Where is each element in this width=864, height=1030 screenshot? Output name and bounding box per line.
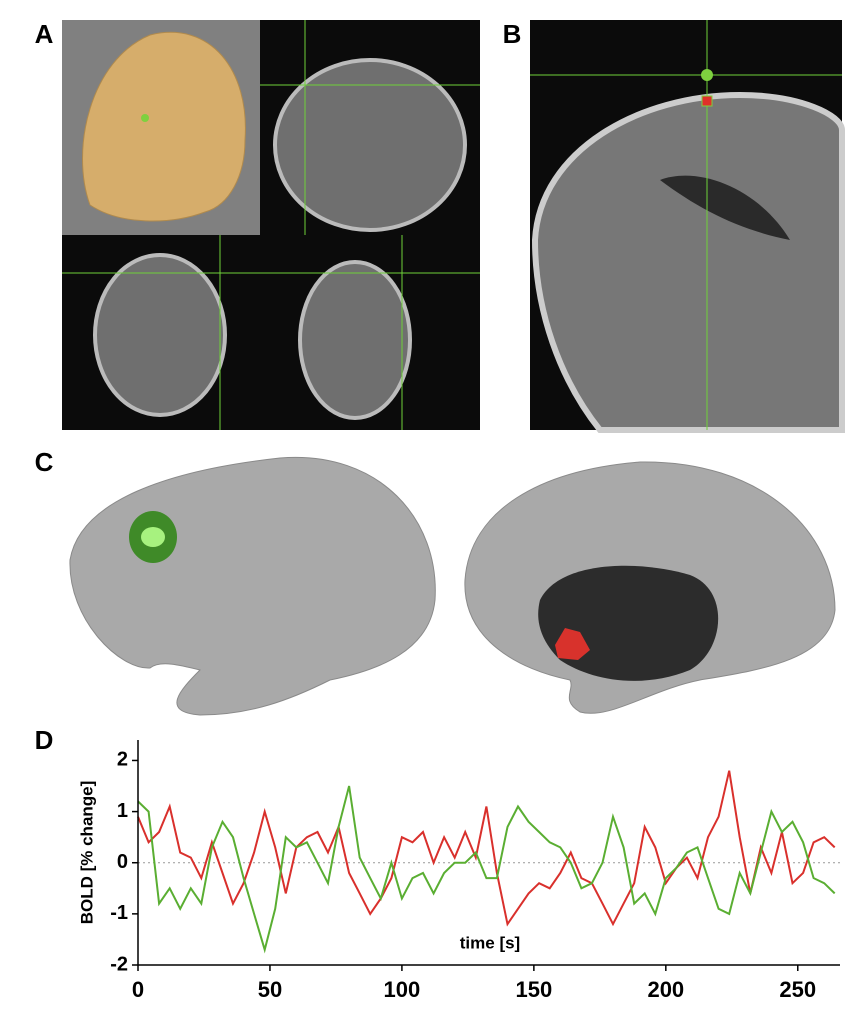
x-tick-label: 0 bbox=[132, 977, 144, 1002]
coil-marker bbox=[701, 69, 713, 81]
y-tick-label: 2 bbox=[117, 749, 128, 771]
panel-label: D bbox=[35, 725, 54, 755]
target-dot bbox=[141, 114, 149, 122]
x-tick-label: 150 bbox=[516, 977, 553, 1002]
sagittal-slice bbox=[273, 58, 467, 232]
panel-label: B bbox=[503, 19, 522, 49]
ventricle bbox=[660, 175, 790, 240]
panel-label: A bbox=[35, 19, 54, 49]
y-axis-label: BOLD [% change] bbox=[77, 781, 96, 925]
y-tick-label: -2 bbox=[110, 953, 128, 975]
coronal-slice bbox=[93, 253, 227, 417]
panel-label: C bbox=[35, 447, 54, 477]
head-render bbox=[82, 31, 246, 222]
crosshairs bbox=[530, 20, 842, 430]
bold-line bbox=[137, 770, 836, 927]
y-tick-label: 1 bbox=[117, 800, 128, 822]
brain-lateral bbox=[69, 456, 436, 716]
x-tick-label: 100 bbox=[384, 977, 421, 1002]
x-tick-label: 50 bbox=[258, 977, 282, 1002]
axial-slice bbox=[298, 260, 412, 420]
x-axis-label: time [s] bbox=[460, 933, 520, 952]
target-marker bbox=[701, 95, 713, 107]
x-tick-label: 200 bbox=[647, 977, 684, 1002]
y-tick-label: 0 bbox=[117, 851, 128, 873]
bold-line bbox=[137, 785, 836, 954]
brain-slice bbox=[531, 91, 845, 433]
activation-red bbox=[555, 628, 590, 660]
x-tick-label: 250 bbox=[779, 977, 816, 1002]
bold-chart: -2 -1 0 1 2 0 50 100 150 200 250 BOLD [% change] tim… bbox=[77, 740, 840, 1002]
crosshairs bbox=[62, 20, 480, 430]
y-tick-label: -1 bbox=[110, 902, 128, 924]
activation-core bbox=[141, 527, 165, 547]
